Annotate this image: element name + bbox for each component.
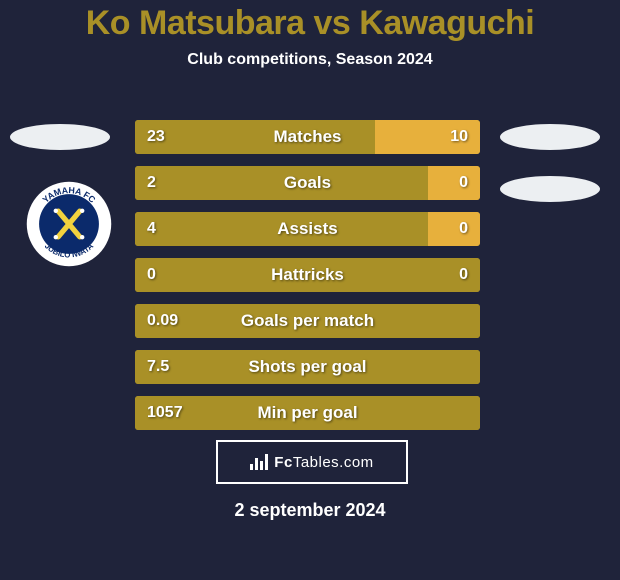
stat-label: Matches: [135, 120, 480, 154]
player-right-placeholder-1: [500, 124, 600, 150]
stat-label: Goals: [135, 166, 480, 200]
stat-label: Min per goal: [135, 396, 480, 430]
player-right-placeholder-2: [500, 176, 600, 202]
brand-box: FcTables.com: [216, 440, 408, 484]
stat-row: 40Assists: [135, 212, 480, 246]
page-title: Ko Matsubara vs Kawaguchi: [0, 0, 620, 43]
stat-row: 2310Matches: [135, 120, 480, 154]
bar-chart-icon: [250, 454, 268, 470]
stat-label: Goals per match: [135, 304, 480, 338]
stat-label: Hattricks: [135, 258, 480, 292]
club-badge: YAMAHA FC JUBILO IWATA: [25, 180, 113, 268]
subtitle: Club competitions, Season 2024: [0, 51, 620, 69]
date-text: 2 september 2024: [0, 500, 620, 521]
club-badge-icon: YAMAHA FC JUBILO IWATA: [25, 180, 113, 268]
stat-row: 0.09Goals per match: [135, 304, 480, 338]
stat-label: Assists: [135, 212, 480, 246]
stat-label: Shots per goal: [135, 350, 480, 384]
stat-row: 00Hattricks: [135, 258, 480, 292]
stat-row: 20Goals: [135, 166, 480, 200]
brand-text: FcTables.com: [274, 454, 373, 471]
comparison-bars: 2310Matches 20Goals 40Assists 00Hattricks 0.…: [135, 120, 480, 442]
stat-row: 1057Min per goal: [135, 396, 480, 430]
stat-row: 7.5Shots per goal: [135, 350, 480, 384]
player-left-placeholder: [10, 124, 110, 150]
